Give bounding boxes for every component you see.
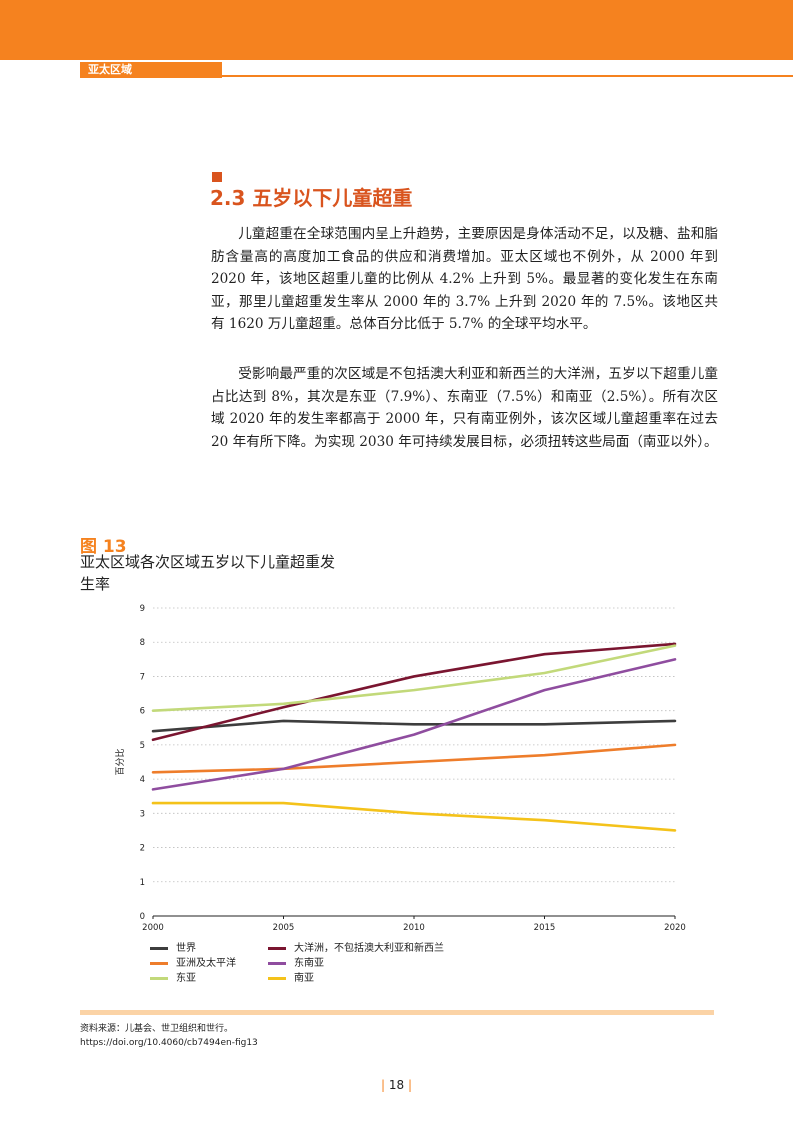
legend-label: 南亚 [294,973,314,984]
y-axis-label: 百分比 [114,748,126,775]
page-number: | 18 | [380,1078,413,1092]
y-tick-label: 8 [140,638,145,648]
x-tick-label: 2000 [142,923,164,933]
x-tick-label: 2010 [403,923,425,933]
series-line-1 [151,719,677,733]
source-doi-link[interactable]: https://doi.org/10.4060/cb7494en-fig13 [80,1038,258,1048]
y-tick-label: 3 [140,809,145,819]
x-tick-label: 2020 [664,923,686,933]
figure-title: 亚太区域各次区域五岁以下儿童超重发生率 [80,553,336,593]
paragraph-1: 儿童超重在全球范围内呈上升趋势，主要原因是身体活动不足，以及糖、盐和脂肪含量高的… [211,226,718,332]
legend-label: 大洋洲，不包括澳大利亚和新西兰 [294,943,444,954]
source-text: 资料来源：儿基会、世卫组织和世行。 [80,1024,234,1034]
paragraph-2: 受影响最严重的次区域是不包括澳大利亚和新西兰的大洋洲，五岁以下超重儿童占比达到 … [211,366,718,450]
legend-swatch [268,961,286,965]
legend-swatch [150,976,168,980]
legend-swatch [150,946,168,950]
legend-label: 亚洲及太平洋 [176,958,236,969]
y-tick-label: 4 [140,775,145,785]
source-divider [80,1010,714,1015]
series-line-5 [151,644,677,712]
y-tick-label: 2 [140,844,145,854]
y-tick-label: 0 [140,912,145,922]
series-line-3 [151,743,677,774]
x-tick-label: 2015 [534,923,556,933]
section-title: 2.3 五岁以下儿童超重 [210,186,413,210]
legend-item: 亚洲及太平洋 [150,957,236,971]
legend-label: 世界 [176,943,196,954]
legend-swatch [268,946,286,950]
legend-swatch [150,961,168,965]
source-note: 资料来源：儿基会、世卫组织和世行。 https://doi.org/10.406… [80,1022,258,1050]
legend-label: 东南亚 [294,958,324,969]
header-rule [222,75,793,77]
y-tick-label: 5 [140,741,145,751]
series-line-4 [151,658,677,791]
series-line-2 [151,642,677,742]
section-marker [212,172,222,182]
y-tick-label: 7 [140,672,145,682]
legend-item: 大洋洲，不包括澳大利亚和新西兰 [268,942,444,956]
y-tick-label: 1 [140,878,145,888]
legend-swatch [268,976,286,980]
legend-item: 东亚 [150,972,196,986]
y-tick-label: 6 [140,707,145,717]
series-line-6 [151,801,677,832]
legend-item: 东南亚 [268,957,324,971]
legend-label: 东亚 [176,973,196,984]
line-chart: 0 1 2 3 4 5 6 7 8 9 2000 2005 2010 2015 2020 百分比 [114,604,686,933]
y-tick-label: 9 [140,604,145,614]
legend-item: 南亚 [268,972,314,986]
page-number-value: 18 [388,1078,405,1092]
header-bar [0,0,793,60]
x-tick-label: 2005 [273,923,295,933]
legend-item: 世界 [150,942,196,956]
figure-label: 图 13 [80,537,127,557]
region-tab: 亚太区域 [80,62,222,78]
